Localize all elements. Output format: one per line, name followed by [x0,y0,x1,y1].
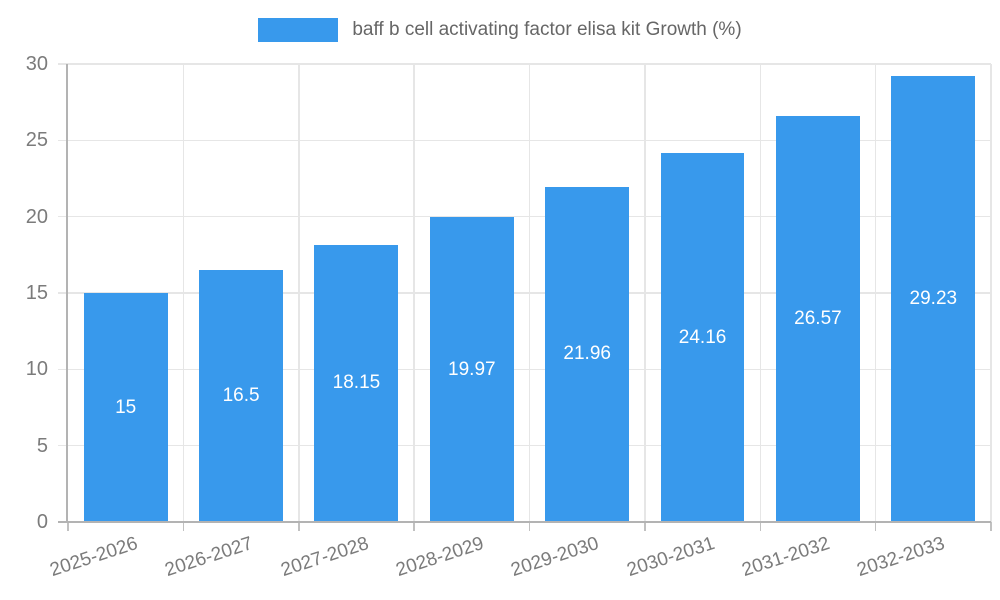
y-tick-label: 5 [36,434,48,457]
x-gridline [874,64,877,522]
x-tick-mark [182,522,185,531]
y-gridline [58,215,991,218]
chart-legend: baff b cell activating factor elisa kit … [0,18,1000,42]
legend-item[interactable]: baff b cell activating factor elisa kit … [258,18,742,42]
y-tick-label: 0 [36,511,48,533]
x-tick-mark [759,522,761,531]
bar[interactable] [891,75,976,522]
x-gridline [990,64,992,522]
bar-value-label: 26.57 [794,308,842,330]
x-gridline [413,64,415,522]
bar-value-label: 24.16 [678,326,727,348]
bar-value-label: 29.23 [909,287,958,309]
x-tick-mark [413,522,415,531]
x-tick-label: 2031-2032 [739,533,833,582]
x-tick-mark [298,522,300,531]
x-tick-label: 2032-2033 [854,533,948,582]
y-tick-label: 15 [25,282,48,304]
bar-value-label: 15 [115,396,137,418]
legend-label: baff b cell activating factor elisa kit … [352,19,742,40]
x-tick-label: 2028-2029 [393,533,487,582]
x-tick-mark [874,522,877,531]
y-tick-label: 25 [25,129,48,152]
x-gridline [644,64,646,522]
x-tick-mark [67,522,69,531]
y-gridline [58,292,991,294]
x-tick-label: 2029-2030 [508,533,602,582]
y-axis-line [66,64,68,522]
bar-value-label: 21.96 [563,343,611,365]
x-tick-mark [990,522,992,531]
x-gridline [528,64,531,522]
x-tick-label: 2030-2031 [624,533,718,582]
y-gridline [58,444,991,447]
bar[interactable] [660,153,745,522]
y-tick-label: 20 [25,205,48,228]
bar-value-label: 16.5 [222,385,260,407]
y-gridline [58,63,991,65]
x-axis-line [58,521,991,523]
x-tick-label: 2026-2027 [162,533,256,582]
x-tick-mark [644,522,646,531]
x-gridline [298,64,300,522]
bar[interactable] [545,186,630,522]
x-gridline [759,64,761,522]
legend-color-swatch [258,18,339,42]
bar-value-label: 19.97 [448,358,496,380]
x-tick-label: 2025-2026 [47,533,141,582]
y-gridline [58,368,991,371]
x-gridline [182,64,185,522]
y-tick-label: 10 [25,358,48,381]
x-tick-mark [528,522,531,531]
bar[interactable] [429,217,514,522]
bar[interactable] [775,116,860,522]
x-tick-label: 2027-2028 [278,533,371,582]
bar[interactable] [199,270,283,522]
bar-value-label: 18.15 [332,372,381,394]
y-tick-label: 30 [25,53,48,75]
bar[interactable] [83,293,168,522]
y-gridline [58,139,991,142]
bar[interactable] [314,244,399,522]
